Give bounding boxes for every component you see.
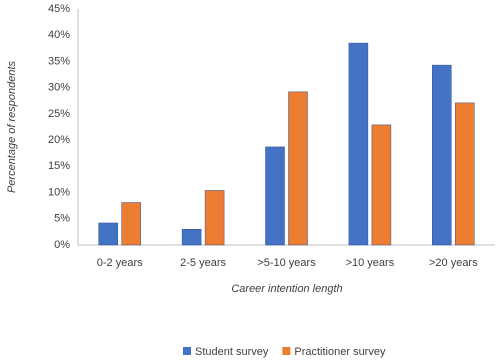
x-tick-label: >10 years — [346, 257, 395, 269]
bar — [98, 222, 118, 246]
legend-label: Student survey — [195, 346, 269, 358]
y-axis-label: Percentage of respondents — [6, 60, 18, 193]
y-tick-label: 40% — [48, 29, 70, 41]
bar — [348, 42, 369, 246]
legend-label: Practitioner survey — [294, 346, 386, 358]
y-tick-label: 20% — [48, 134, 70, 146]
x-tick-label: >5-10 years — [257, 257, 316, 269]
bar — [455, 102, 475, 246]
bar — [265, 146, 285, 246]
y-tick-label: 0% — [54, 239, 70, 251]
legend-swatch — [183, 347, 191, 355]
bar — [204, 190, 225, 246]
bar — [181, 229, 202, 246]
y-tick-label: 30% — [48, 82, 70, 94]
x-tick-label: 2-5 years — [180, 257, 226, 269]
x-tick-label: 0-2 years — [97, 257, 143, 269]
y-tick-label: 5% — [54, 213, 70, 225]
bar — [371, 124, 392, 246]
legend-swatch — [282, 347, 291, 355]
bar — [432, 64, 452, 246]
bar — [121, 202, 141, 246]
y-tick-label: 45% — [48, 3, 70, 15]
y-tick-label: 15% — [48, 160, 70, 172]
y-tick-label: 10% — [48, 186, 70, 198]
y-tick-label: 35% — [48, 55, 70, 67]
x-axis-label: Career intention length — [231, 283, 342, 295]
bar — [288, 91, 308, 246]
x-tick-label: >20 years — [429, 257, 478, 269]
y-tick-label: 25% — [48, 108, 70, 120]
